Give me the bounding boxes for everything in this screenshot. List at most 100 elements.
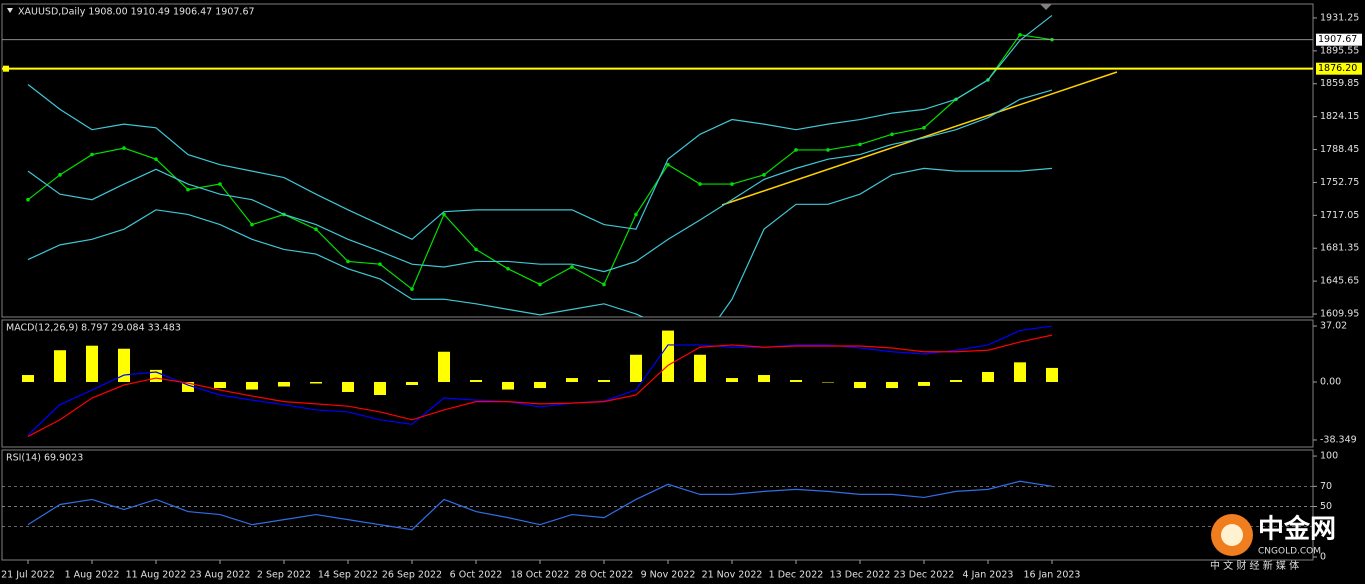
x-tick-label: 1 Dec 2022 (769, 570, 824, 581)
histogram-bar (662, 330, 674, 382)
y-tick-label: 1824.15 (1320, 111, 1359, 122)
histogram-bar (854, 381, 866, 389)
histogram-bar (502, 381, 514, 390)
price-point (666, 162, 670, 167)
price-point (698, 182, 702, 186)
histogram-bar (470, 380, 482, 382)
histogram-bar (438, 351, 450, 382)
x-tick-label: 23 Aug 2022 (190, 570, 251, 581)
x-tick-label: 1 Aug 2022 (65, 570, 120, 581)
y-tick-label: 1895.55 (1320, 45, 1359, 56)
bollinger-band (27, 167, 1053, 317)
histogram-bar (54, 350, 66, 382)
panel-title: RSI(14) 69.9023 (6, 453, 83, 464)
last-price-box (1316, 33, 1362, 46)
macd-line (27, 334, 1053, 437)
price-point (474, 247, 478, 252)
y-tick-label: 100 (1320, 451, 1338, 462)
histogram-bar (822, 381, 834, 383)
price-point (602, 282, 606, 287)
price-point (858, 142, 862, 147)
histogram-bar (310, 381, 322, 384)
watermark-slogan: 中 文 财 经 新 媒 体 (1210, 559, 1299, 572)
price-point (794, 148, 798, 152)
price-point (250, 222, 254, 227)
price-point (922, 126, 926, 130)
x-tick-label: 9 Nov 2022 (641, 570, 696, 581)
y-tick-label: 1859.85 (1320, 78, 1359, 89)
layers: XAUUSD,Daily 1908.00 1910.49 1906.47 190… (1, 7, 1362, 581)
x-tick-label: 13 Dec 2022 (830, 570, 891, 581)
histogram-bar (374, 381, 386, 395)
histogram-bar (886, 381, 898, 389)
x-tick-label: 28 Oct 2022 (575, 570, 634, 581)
x-tick-label: 11 Aug 2022 (126, 570, 187, 581)
price-point (762, 173, 766, 177)
rsi-panel (1, 449, 1314, 561)
price-point (346, 259, 350, 264)
y-tick-label: 1931.25 (1320, 12, 1359, 23)
histogram-bar (694, 354, 706, 382)
price-panel (1, 3, 1314, 318)
price-point (634, 212, 638, 217)
price-point (538, 282, 542, 287)
last-price-label: 1907.67 (1318, 34, 1357, 45)
histogram-bar (22, 375, 34, 382)
histogram-bar (950, 380, 962, 382)
price-point (314, 227, 318, 231)
price-point (1018, 32, 1022, 37)
watermark-site: CNGOLD.COM (1258, 547, 1321, 557)
price-point (186, 187, 190, 192)
y-tick-label: 1681.35 (1320, 243, 1359, 254)
x-tick-label: 4 Jan 2023 (963, 570, 1014, 581)
histogram-bar (982, 372, 994, 382)
histogram-bar (790, 380, 802, 382)
macd-panel (1, 319, 1314, 448)
histogram-bar (342, 381, 354, 392)
y-tick-label: 1717.05 (1320, 210, 1359, 221)
histogram-bar (598, 380, 610, 382)
histogram-bar (566, 378, 578, 382)
x-tick-label: 6 Oct 2022 (450, 570, 503, 581)
shift-marker (1040, 4, 1052, 10)
logo-inner (1221, 524, 1243, 546)
bollinger-band (27, 89, 1053, 273)
y-tick-label: 1752.75 (1320, 177, 1359, 188)
price-point (90, 152, 94, 157)
price-point (58, 173, 62, 177)
price-point (826, 148, 830, 152)
price-point (410, 287, 414, 291)
x-tick-label: 16 Jan 2023 (1024, 570, 1081, 581)
price-point (218, 182, 222, 186)
price-point (122, 146, 126, 150)
y-tick-label: 1645.65 (1320, 276, 1359, 287)
y-tick-label: 1788.45 (1320, 144, 1359, 155)
watermark: 中金网 CNGOLD.COM 中 文 财 经 新 媒 体 (1210, 514, 1336, 573)
histogram-bar (406, 381, 418, 386)
y-tick-label: 70 (1320, 481, 1332, 492)
menu-arrow (7, 8, 13, 13)
price-point (154, 157, 158, 161)
y-tick-label: 0.00 (1320, 376, 1341, 387)
panel-title: MACD(12,26,9) 8.797 29.084 33.483 (6, 323, 181, 334)
price-point (506, 267, 510, 271)
histogram-bar (726, 378, 738, 382)
price-point (570, 265, 574, 269)
level-box (1316, 62, 1362, 75)
price-point (378, 262, 382, 267)
level-label: 1876.20 (1318, 63, 1357, 74)
histogram-bar (758, 375, 770, 382)
price-point (890, 132, 894, 137)
y-tick-label: 0 (1320, 551, 1326, 562)
price-point (26, 197, 30, 202)
macd-line (27, 325, 1053, 436)
y-tick-label: 1609.95 (1320, 309, 1359, 320)
histogram-bar (246, 381, 258, 390)
x-tick-label: 23 Dec 2022 (894, 570, 955, 581)
histogram-bar (918, 381, 930, 386)
histogram-bar (214, 381, 226, 389)
level-handle (3, 65, 9, 72)
